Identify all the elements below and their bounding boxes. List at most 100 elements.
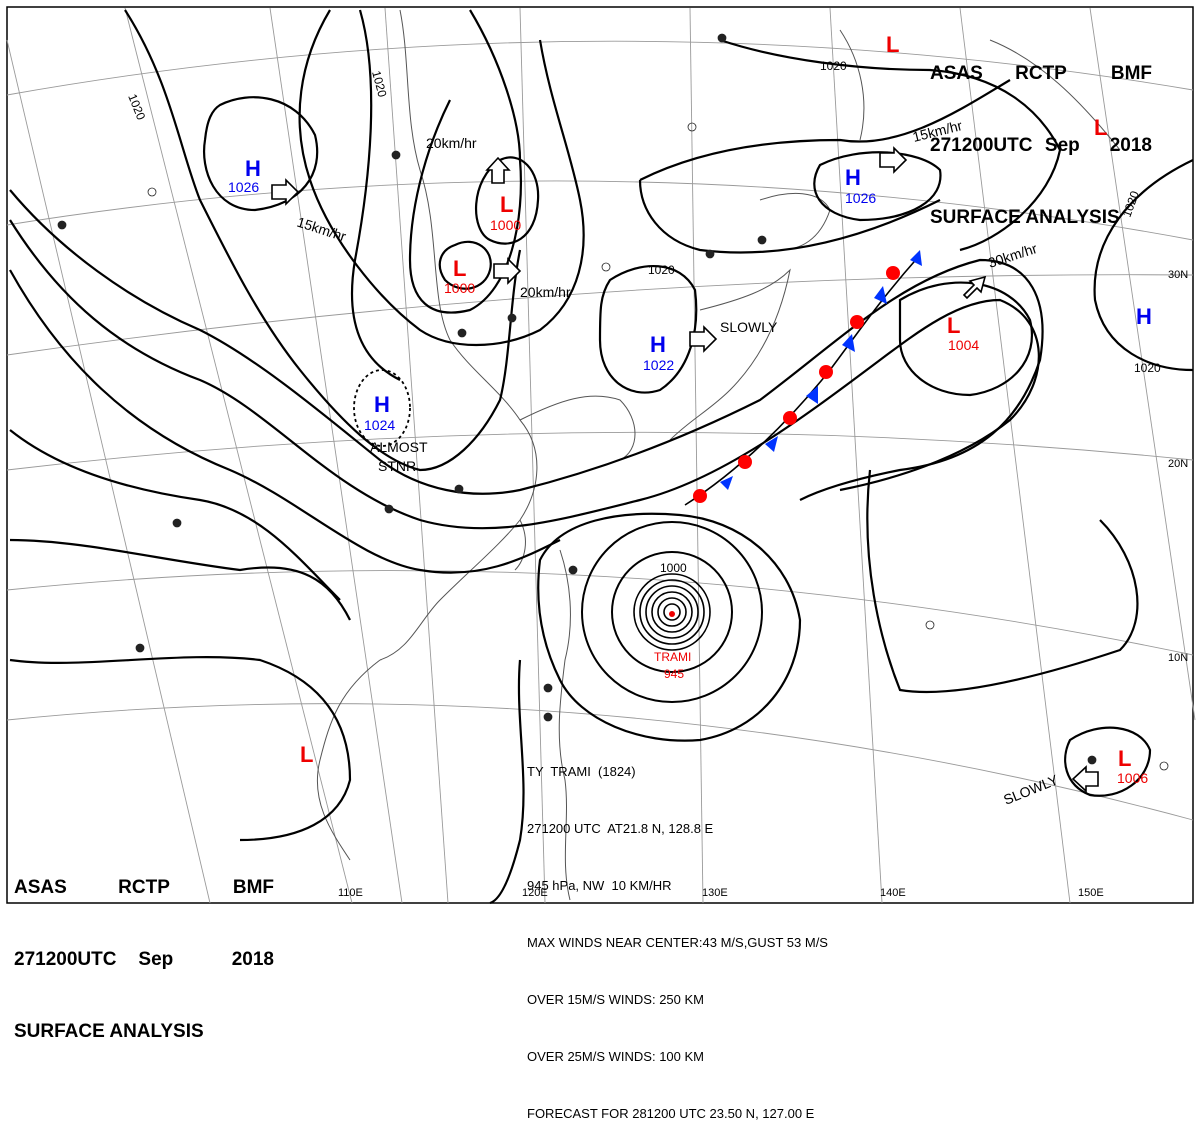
longitude-label: 120E [522,887,548,899]
isobar [124,9,522,472]
meridian [689,7,704,904]
isobars [9,9,1194,905]
isobar-ring [581,521,763,703]
isobar-label: 1020 [125,92,148,122]
motion-label: 15km/hr [295,214,348,245]
analysis-header: ASAS RCTP BMF 271200UTC Sep 2018 SURFACE… [930,14,1152,254]
station-symbol [705,249,715,259]
typhoon-info-line: OVER 25M/S WINDS: 100 KM [527,1049,704,1064]
header-station: RCTP [118,877,170,898]
isobar [9,538,351,621]
typhoon-info-line: TY TRAMI (1824) [527,764,636,779]
high-pressure-value: 1026 [228,179,259,195]
isobar [537,512,802,742]
isobar-ring [651,591,693,633]
analysis-footer-header: ASAS RCTP BMF 271200UTC Sep 2018 SURFACE… [14,828,274,1068]
header-line-1: ASAS RCTP BMF [14,876,274,900]
station-symbol [135,643,145,653]
station-symbol [147,187,157,197]
philippines [558,549,571,901]
isobar [638,179,941,254]
cold-front-symbol [910,250,922,266]
latitude-label: 20N [1168,458,1188,470]
isobar [866,469,1139,694]
station-symbol [1159,761,1169,771]
isobar [9,269,561,574]
motion-label: SLOWLY [720,319,778,335]
meridian [269,7,403,904]
isobar [408,9,523,314]
isobar [1064,726,1152,797]
isobar [350,9,401,381]
isobar [438,240,492,290]
isobar-ring [663,603,681,621]
high-pressure-value: 1026 [845,190,876,206]
warm-front-symbol [819,365,833,379]
warm-front-symbol [783,411,797,425]
isobar [298,9,585,347]
station-symbol [925,620,935,630]
low-pressure-symbol: L [947,313,960,338]
parallel [6,703,1194,821]
motion-arrow [1071,765,1099,793]
typhoon-info-line: FORECAST FOR 281200 UTC 23.50 N, 127.00 … [527,1106,815,1121]
taiwan [514,519,526,571]
header-agency: ASAS [930,63,983,84]
isobar [898,281,1033,397]
station-symbol [568,565,578,575]
cold-front-symbol [720,476,733,490]
header-code: BMF [1110,63,1152,84]
isobar-ring [633,573,711,651]
header-title: SURFACE ANALYSIS [14,1021,204,1042]
station-symbol [687,122,697,132]
high-pressure-value: 1022 [643,357,674,373]
isobar [9,429,341,601]
typhoon-name: TRAMI [654,650,691,664]
sakhalin [839,29,865,141]
meridian [124,7,353,904]
warm-front-symbol [886,266,900,280]
indochina-coast [316,659,381,861]
cold-front-symbol [874,286,887,304]
stationary-note-line: ALMOST [370,439,428,455]
station-symbol [391,150,401,160]
motion-label: 20km/hr [520,284,571,300]
latitude-label: 30N [1168,269,1188,281]
high-pressure-value: 1024 [364,417,395,433]
motion-label: SLOWLY [1001,771,1061,808]
station-symbol [457,328,467,338]
low-pressure-symbol: L [886,32,899,57]
high-pressure-symbol: H [845,165,861,190]
low-pressure-symbol: L [500,192,513,217]
meridian [6,39,211,904]
longitude-label: 140E [880,887,906,899]
isobar-ring [645,585,699,639]
meridian [1089,7,1196,721]
low-pressure-value: 1004 [948,337,979,353]
high-pressure-symbol: H [374,392,390,417]
header-year: 2018 [1109,135,1153,156]
station-symbol [543,712,553,722]
cold-front-symbol [806,386,818,404]
typhoon-label: TRAMI 945 [654,650,691,681]
isobar-label: 1000 [660,561,687,575]
station-symbol [384,504,394,514]
isobar [203,96,319,212]
japan-honshu [669,268,791,441]
motion-arrow [485,156,511,184]
latitude-label: 10N [1168,652,1188,664]
low-pressure-value: 1006 [1117,770,1148,786]
cold-front-symbol [765,436,778,452]
isobar [9,656,352,842]
typhoon-pressure: 945 [664,667,684,681]
china-coast [379,9,538,661]
warm-front-symbol [850,315,864,329]
low-pressure-symbol: L [300,742,313,767]
header-station: RCTP [1015,63,1067,84]
header-year: 2018 [231,949,275,970]
isobar [1093,159,1194,372]
typhoon-isobars [581,521,763,703]
header-time: 271200UTC [14,949,117,970]
header-month: Sep [1044,135,1080,156]
isobar [9,219,1040,530]
